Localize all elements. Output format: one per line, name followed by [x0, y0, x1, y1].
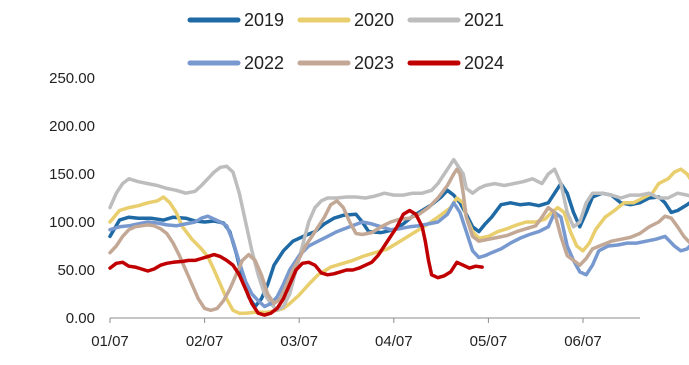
y-tick-label: 250.00: [49, 70, 95, 87]
series-line-2020: [108, 167, 689, 315]
legend-label-2020: 2020: [354, 10, 394, 30]
y-tick-label: 50.00: [57, 262, 95, 279]
x-tick-label: 01/07: [91, 333, 129, 350]
x-tick-label: 06/07: [564, 333, 602, 350]
y-tick-label: 200.00: [49, 118, 95, 135]
legend-label-2022: 2022: [244, 53, 284, 73]
series-layer: [108, 157, 689, 317]
y-tick-label: 150.00: [49, 166, 95, 183]
series-line-2021: [108, 157, 689, 313]
x-axis: 01/07 02/07 03/07 04/07 05/07 06/07: [91, 317, 640, 350]
legend-label-2024: 2024: [464, 53, 504, 73]
series-line-2024: [108, 208, 484, 317]
y-axis: 0.00 50.00 100.00 150.00 200.00 250.00: [49, 70, 95, 327]
x-tick-label: 03/07: [280, 333, 318, 350]
y-tick-label: 0.00: [66, 310, 95, 327]
series-line-2023: [108, 167, 689, 313]
legend-label-2023: 2023: [354, 53, 394, 73]
x-tick-label: 02/07: [186, 333, 224, 350]
x-tick-label: 04/07: [375, 333, 413, 350]
legend: 2019 2020 2021 2022 2023 2024: [187, 10, 504, 73]
x-tick-label: 05/07: [470, 333, 508, 350]
legend-label-2019: 2019: [244, 10, 284, 30]
legend-label-2021: 2021: [464, 10, 504, 30]
series-line-2019: [108, 181, 689, 309]
y-tick-label: 100.00: [49, 214, 95, 231]
series-line-2022: [108, 201, 689, 309]
